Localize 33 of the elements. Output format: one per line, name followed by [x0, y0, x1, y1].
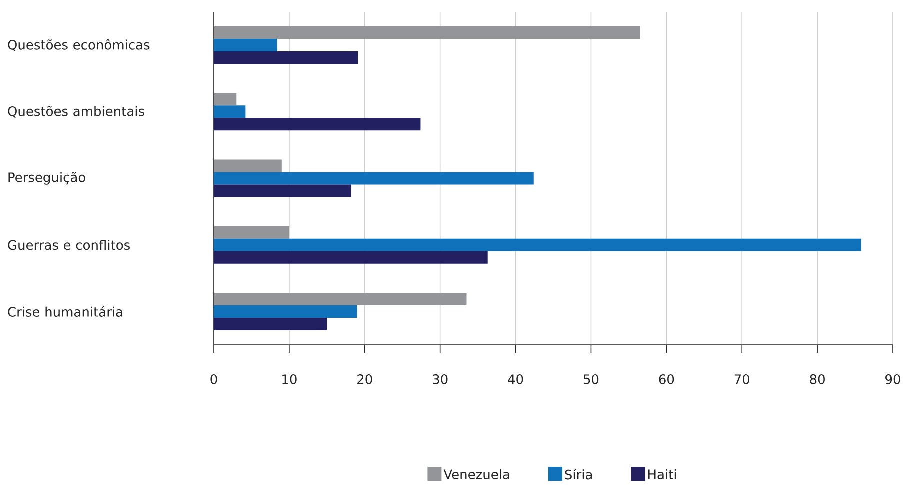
bar — [214, 106, 246, 118]
x-tick-label: 20 — [358, 374, 372, 384]
x-tick-label: 50 — [584, 374, 599, 384]
bar — [214, 226, 290, 239]
legend-label: Haiti — [648, 469, 676, 480]
bar — [214, 160, 282, 172]
bar — [214, 39, 278, 52]
bar — [214, 118, 421, 131]
bar — [214, 292, 467, 306]
bar — [214, 172, 534, 185]
y-tick-label: Guerras e conflitos — [8, 240, 130, 250]
x-tick-label: 80 — [810, 374, 825, 384]
x-tick-label: 30 — [433, 374, 448, 384]
x-tick-label: 60 — [659, 374, 674, 384]
y-tick-label: Questões ambientais — [8, 106, 144, 118]
y-tick-label: Crise humanitária — [8, 306, 122, 317]
x-tick-label: 90 — [886, 374, 900, 384]
y-tick-label: Perseguição — [8, 172, 86, 185]
x-tick-label: 70 — [734, 374, 750, 384]
legend-label: Venezuela — [444, 469, 510, 480]
bar — [214, 93, 237, 106]
bar — [214, 251, 488, 264]
bar — [214, 305, 358, 318]
legend-label: Síria — [565, 469, 592, 480]
x-tick-label: 10 — [282, 374, 297, 384]
bar — [214, 26, 640, 40]
bar — [214, 52, 358, 64]
bar — [214, 238, 862, 252]
x-tick-label: 0 — [210, 374, 218, 384]
x-tick-label: 40 — [508, 374, 524, 384]
y-tick-label: Questões econômicas — [8, 39, 150, 52]
bar — [214, 184, 352, 198]
bar — [214, 318, 328, 330]
